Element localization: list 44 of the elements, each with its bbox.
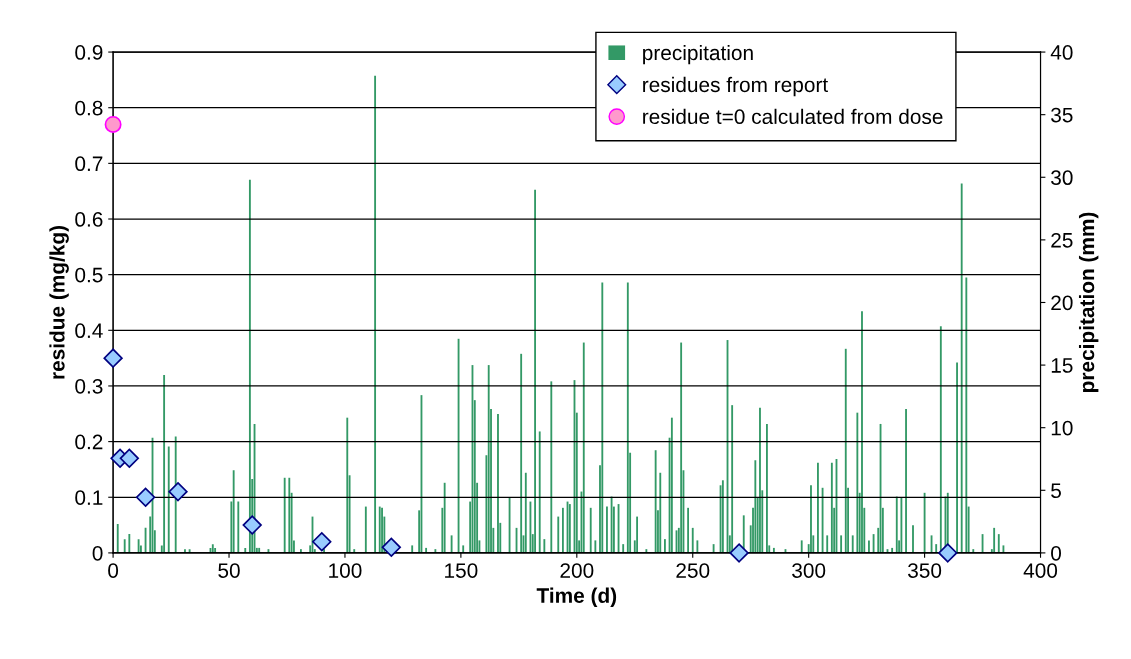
y2-tick-label: 20 xyxy=(1051,295,1073,311)
y2-tick-label: 0 xyxy=(1051,545,1062,561)
legend-label: residues from report xyxy=(643,76,829,97)
y-tick-label: 0.7 xyxy=(75,156,103,172)
point xyxy=(135,487,156,507)
x-tick-label: 350 xyxy=(908,563,942,578)
y2-tick-label: 35 xyxy=(1051,107,1073,123)
y2-tick-label: 25 xyxy=(1051,232,1073,248)
legend-label: precipitation xyxy=(643,44,753,65)
y-tick-label: 0.6 xyxy=(75,212,103,227)
x-tick-label: 300 xyxy=(792,563,826,578)
x-tick-label: 200 xyxy=(560,563,594,578)
y2-tick-label: 30 xyxy=(1051,170,1073,186)
y-tick-label: 0.8 xyxy=(75,100,103,116)
point xyxy=(103,348,123,368)
x-tick-label: 0 xyxy=(108,563,119,578)
y2-tick-label: 5 xyxy=(1051,483,1061,499)
x-tick-label: 150 xyxy=(445,563,478,578)
y-tick-label: 0.9 xyxy=(75,45,103,60)
x-axis-title: Time (d) xyxy=(536,587,617,608)
y2-axis-title: precipitation (mm) xyxy=(1078,212,1099,392)
point xyxy=(381,537,402,558)
y2-tick-label: 10 xyxy=(1051,420,1073,436)
x-tick-label: 50 xyxy=(218,563,240,578)
point xyxy=(119,448,140,468)
legend-label: residue t=0 calculated from dose xyxy=(643,108,943,125)
y2-tick-label: 15 xyxy=(1051,358,1073,373)
y-tick-label: 0.4 xyxy=(75,323,103,339)
x-tick-label: 250 xyxy=(676,563,710,578)
x-tick-label: 400 xyxy=(1023,563,1058,578)
point xyxy=(312,532,332,552)
y-tick-label: 0.3 xyxy=(75,378,103,394)
y-tick-label: 0.1 xyxy=(75,490,103,506)
point xyxy=(938,543,958,563)
y-tick-label: 0.2 xyxy=(75,434,103,450)
y-axis-title: residue (mg/kg) xyxy=(49,225,69,379)
y2-tick-label: 40 xyxy=(1050,45,1073,60)
y-tick-label: 0.5 xyxy=(75,267,103,283)
point xyxy=(104,115,122,133)
x-tick-label: 100 xyxy=(329,563,362,578)
point xyxy=(168,482,188,502)
y-tick-label: 0 xyxy=(92,545,103,561)
point xyxy=(729,543,749,563)
point xyxy=(242,515,262,535)
